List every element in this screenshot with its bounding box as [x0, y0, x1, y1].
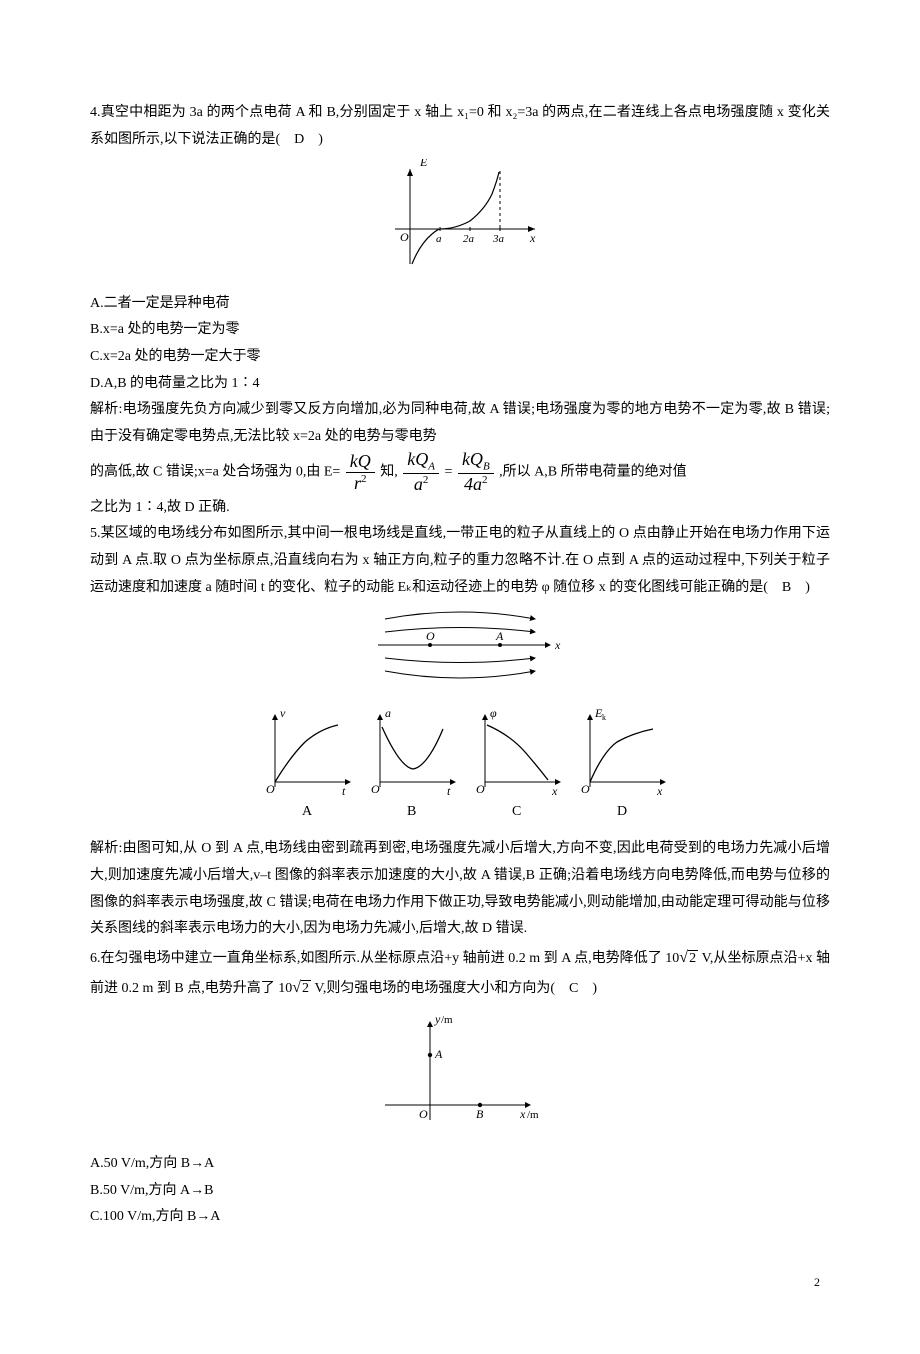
svg-text:/m: /m: [441, 1014, 453, 1026]
q4-expl-mid4: ,所以 A,B 所带电荷量的绝对值: [499, 465, 686, 480]
q6-option-b: B.50 V/m,方向 A→B: [90, 1178, 830, 1205]
q4-explanation-3: 之比为 1∶4,故 D 正确.: [90, 495, 830, 522]
q5-explanation: 解析:由图可知,从 O 到 A 点,电场线由密到疏再到密,电场强度先减小后增大,…: [90, 836, 830, 942]
q4-explanation-2: 的高低,故 C 错误;x=a 处合场强为 0,由 E= kQ r2 知, kQA…: [90, 450, 830, 494]
svg-text:x: x: [519, 1107, 526, 1121]
svg-text:D: D: [617, 804, 627, 819]
q4-option-d: D.A,B 的电荷量之比为 1∶4: [90, 371, 830, 398]
svg-text:A: A: [434, 1047, 443, 1061]
svg-text:B: B: [476, 1107, 484, 1121]
q4-origin: O: [400, 230, 409, 244]
fraction-kq-r2: kQ r2: [346, 452, 375, 494]
svg-text:3a: 3a: [492, 233, 505, 245]
svg-text:/m: /m: [527, 1109, 539, 1121]
fraction-kqb-4a2: kQB 4a2: [458, 450, 494, 494]
svg-text:v: v: [280, 706, 286, 720]
svg-text:a: a: [436, 233, 442, 245]
svg-text:x: x: [551, 784, 558, 798]
svg-text:A: A: [495, 629, 504, 643]
svg-text:t: t: [447, 784, 451, 798]
q4-stem: 4.真空中相距为 3a 的两个点电荷 A 和 B,分别固定于 x 轴上 x₁=0…: [90, 100, 830, 153]
q5-field-figure: O A x: [90, 607, 830, 696]
q5-graphs-figure: v O t A a O t B φ O x C: [90, 702, 830, 831]
q4-expl-mid3: =: [445, 465, 453, 480]
q6-option-a: A.50 V/m,方向 B→A: [90, 1151, 830, 1178]
q6-stem: 6.在匀强电场中建立一直角坐标系,如图所示.从坐标原点沿+y 轴前进 0.2 m…: [90, 943, 830, 1004]
sqrt2-2: 2: [292, 973, 311, 1003]
svg-text:t: t: [342, 784, 346, 798]
q4-option-b: B.x=a 处的电势一定为零: [90, 317, 830, 344]
q6-figure: y /m A O B x /m: [90, 1010, 830, 1146]
q4-y-label: E: [419, 159, 428, 169]
q5-stem: 5.某区域的电场线分布如图所示,其中间一根电场线是直线,一带正电的粒子从直线上的…: [90, 521, 830, 601]
svg-text:k: k: [602, 713, 606, 722]
svg-text:2a: 2a: [463, 233, 475, 245]
svg-text:x: x: [554, 638, 561, 652]
q6-stem-post: V,则匀强电场的电场强度大小和方向为( C ): [311, 981, 597, 996]
page-number: 2: [90, 1271, 830, 1294]
q4-option-a: A.二者一定是异种电荷: [90, 291, 830, 318]
q4-expl-mid1: 的高低,故 C 错误;x=a 处合场强为 0,由 E=: [90, 465, 340, 480]
q4-option-c: C.x=2a 处的电势一定大于零: [90, 344, 830, 371]
svg-text:x: x: [529, 231, 536, 245]
q6-stem-pre: 6.在匀强电场中建立一直角坐标系,如图所示.从坐标原点沿+y 轴前进 0.2 m…: [90, 951, 679, 966]
svg-text:O: O: [581, 782, 590, 796]
svg-text:φ: φ: [490, 706, 497, 720]
svg-text:O: O: [476, 782, 485, 796]
svg-text:a: a: [385, 706, 391, 720]
q4-expl-mid2: 知,: [380, 465, 398, 480]
svg-text:C: C: [512, 804, 521, 819]
q4-figure: E O a 2a 3a x: [90, 159, 830, 285]
svg-text:A: A: [302, 804, 313, 819]
svg-text:B: B: [407, 804, 416, 819]
sqrt2-1: 2: [679, 943, 698, 973]
svg-text:O: O: [419, 1107, 428, 1121]
svg-text:O: O: [426, 629, 435, 643]
svg-text:O: O: [266, 782, 275, 796]
svg-text:x: x: [656, 784, 663, 798]
svg-text:y: y: [434, 1012, 441, 1026]
q6-option-c: C.100 V/m,方向 B→A: [90, 1204, 830, 1231]
q4-explanation-1: 解析:电场强度先负方向减少到零又反方向增加,必为同种电荷,故 A 错误;电场强度…: [90, 397, 830, 450]
fraction-kqa-a2: kQA a2: [403, 450, 439, 494]
svg-text:O: O: [371, 782, 380, 796]
